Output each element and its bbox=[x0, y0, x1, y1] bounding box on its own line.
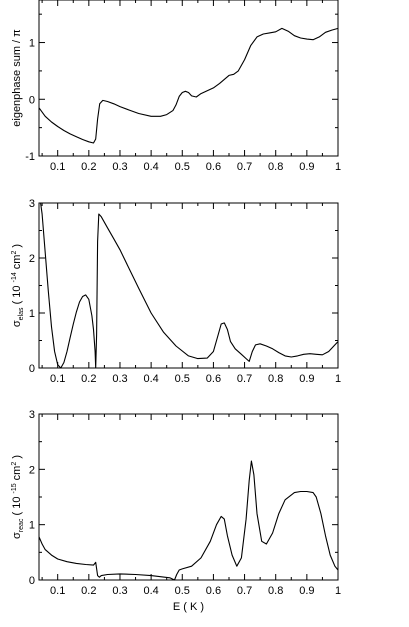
x-tick-label: 0.4 bbox=[143, 373, 158, 385]
x-tick-label: 0.9 bbox=[299, 585, 314, 597]
x-axis-label: E ( K ) bbox=[173, 601, 204, 613]
y-axis-label: σelas ( 10 -14 cm2 ) bbox=[11, 244, 25, 327]
x-tick-label: 0.6 bbox=[206, 161, 221, 173]
chart-panel-eigenphase: 0.1 0.2 0.3 0.4 0.5 0.6 0.7 0.8 0.9 1 -1 0 1 eigenpha… bbox=[11, 0, 341, 173]
y-axis-label-part: 2 bbox=[11, 251, 18, 255]
y-axis-label-part: -14 bbox=[11, 272, 18, 282]
y-axis-label-part: cm bbox=[11, 466, 23, 484]
x-tick-label: 0.7 bbox=[237, 373, 252, 385]
chart-panel-reactive: 0.1 0.2 0.3 0.4 0.5 0.6 0.7 0.8 0.9 1 0 1 2 3 σreac ( … bbox=[11, 409, 341, 613]
x-tick-label: 0.8 bbox=[268, 373, 283, 385]
y-tick-label: 0 bbox=[29, 575, 35, 587]
x-tick-label: 0.3 bbox=[112, 585, 127, 597]
y-tick-label: 0 bbox=[29, 94, 35, 106]
x-tick-label: 0.3 bbox=[112, 373, 127, 385]
x-tick-label: 0.9 bbox=[299, 161, 314, 173]
x-tick-label: 0.8 bbox=[268, 161, 283, 173]
y-tick-label: 1 bbox=[29, 38, 35, 50]
x-tick-label: 0.8 bbox=[268, 585, 283, 597]
x-tick-label: 1 bbox=[335, 373, 341, 385]
y-axis-label-part: 2 bbox=[11, 462, 18, 466]
x-tick-label: 0.7 bbox=[237, 585, 252, 597]
x-tick-label: 0.4 bbox=[143, 585, 158, 597]
y-tick-label: 3 bbox=[29, 198, 35, 210]
x-tick-label: 1 bbox=[335, 585, 341, 597]
y-tick-label: -1 bbox=[25, 151, 35, 163]
x-tick-label: 0.1 bbox=[50, 373, 65, 385]
series-line bbox=[38, 460, 339, 581]
y-axis-label-part: -15 bbox=[11, 483, 18, 493]
y-axis-label-part: cm bbox=[11, 255, 23, 273]
y-axis-label-part: reac bbox=[18, 518, 25, 532]
y-axis-label-part: ( 10 bbox=[11, 282, 23, 307]
y-axis-label-part: elas bbox=[18, 307, 25, 320]
y-axis-label-part: σ bbox=[11, 532, 23, 539]
y-tick-label: 2 bbox=[29, 464, 35, 476]
x-tick-label: 0.1 bbox=[50, 585, 65, 597]
y-tick-label: 1 bbox=[29, 308, 35, 320]
plot-frame bbox=[38, 202, 339, 369]
y-axis-label-part: ) bbox=[11, 244, 23, 251]
x-tick-label: 0.7 bbox=[237, 161, 252, 173]
y-axis-label: eigenphase sum / π bbox=[11, 29, 23, 127]
x-tick-label: 1 bbox=[335, 161, 341, 173]
y-axis-label-part: ) bbox=[11, 455, 23, 462]
y-tick-label: 1 bbox=[29, 520, 35, 532]
x-tick-label: 0.5 bbox=[175, 585, 190, 597]
x-tick-label: 0.3 bbox=[112, 161, 127, 173]
x-tick-label: 0.6 bbox=[206, 373, 221, 385]
series-line bbox=[38, 27, 339, 144]
y-tick-label: 3 bbox=[29, 409, 35, 421]
x-tick-label: 0.5 bbox=[175, 161, 190, 173]
x-tick-label: 0.2 bbox=[81, 161, 96, 173]
x-tick-label: 0.4 bbox=[143, 161, 158, 173]
plot-frame bbox=[38, 413, 339, 581]
x-tick-label: 0.5 bbox=[175, 373, 190, 385]
series-line bbox=[40, 202, 339, 369]
y-axis-label-part: ( 10 bbox=[11, 494, 23, 519]
plot-frame bbox=[38, 0, 339, 157]
y-tick-label: 2 bbox=[29, 253, 35, 265]
x-tick-label: 0.2 bbox=[81, 373, 96, 385]
chart-panel-elastic: 0.1 0.2 0.3 0.4 0.5 0.6 0.7 0.8 0.9 1 0 1 2 3 σelas ( … bbox=[11, 198, 341, 385]
y-axis-label-part: σ bbox=[11, 320, 23, 327]
x-tick-label: 0.1 bbox=[50, 161, 65, 173]
x-tick-label: 0.9 bbox=[299, 373, 314, 385]
y-axis-label: σreac ( 10 -15 cm2 ) bbox=[11, 455, 25, 539]
x-tick-label: 0.2 bbox=[81, 585, 96, 597]
y-tick-label: 0 bbox=[29, 363, 35, 375]
x-tick-label: 0.6 bbox=[206, 585, 221, 597]
